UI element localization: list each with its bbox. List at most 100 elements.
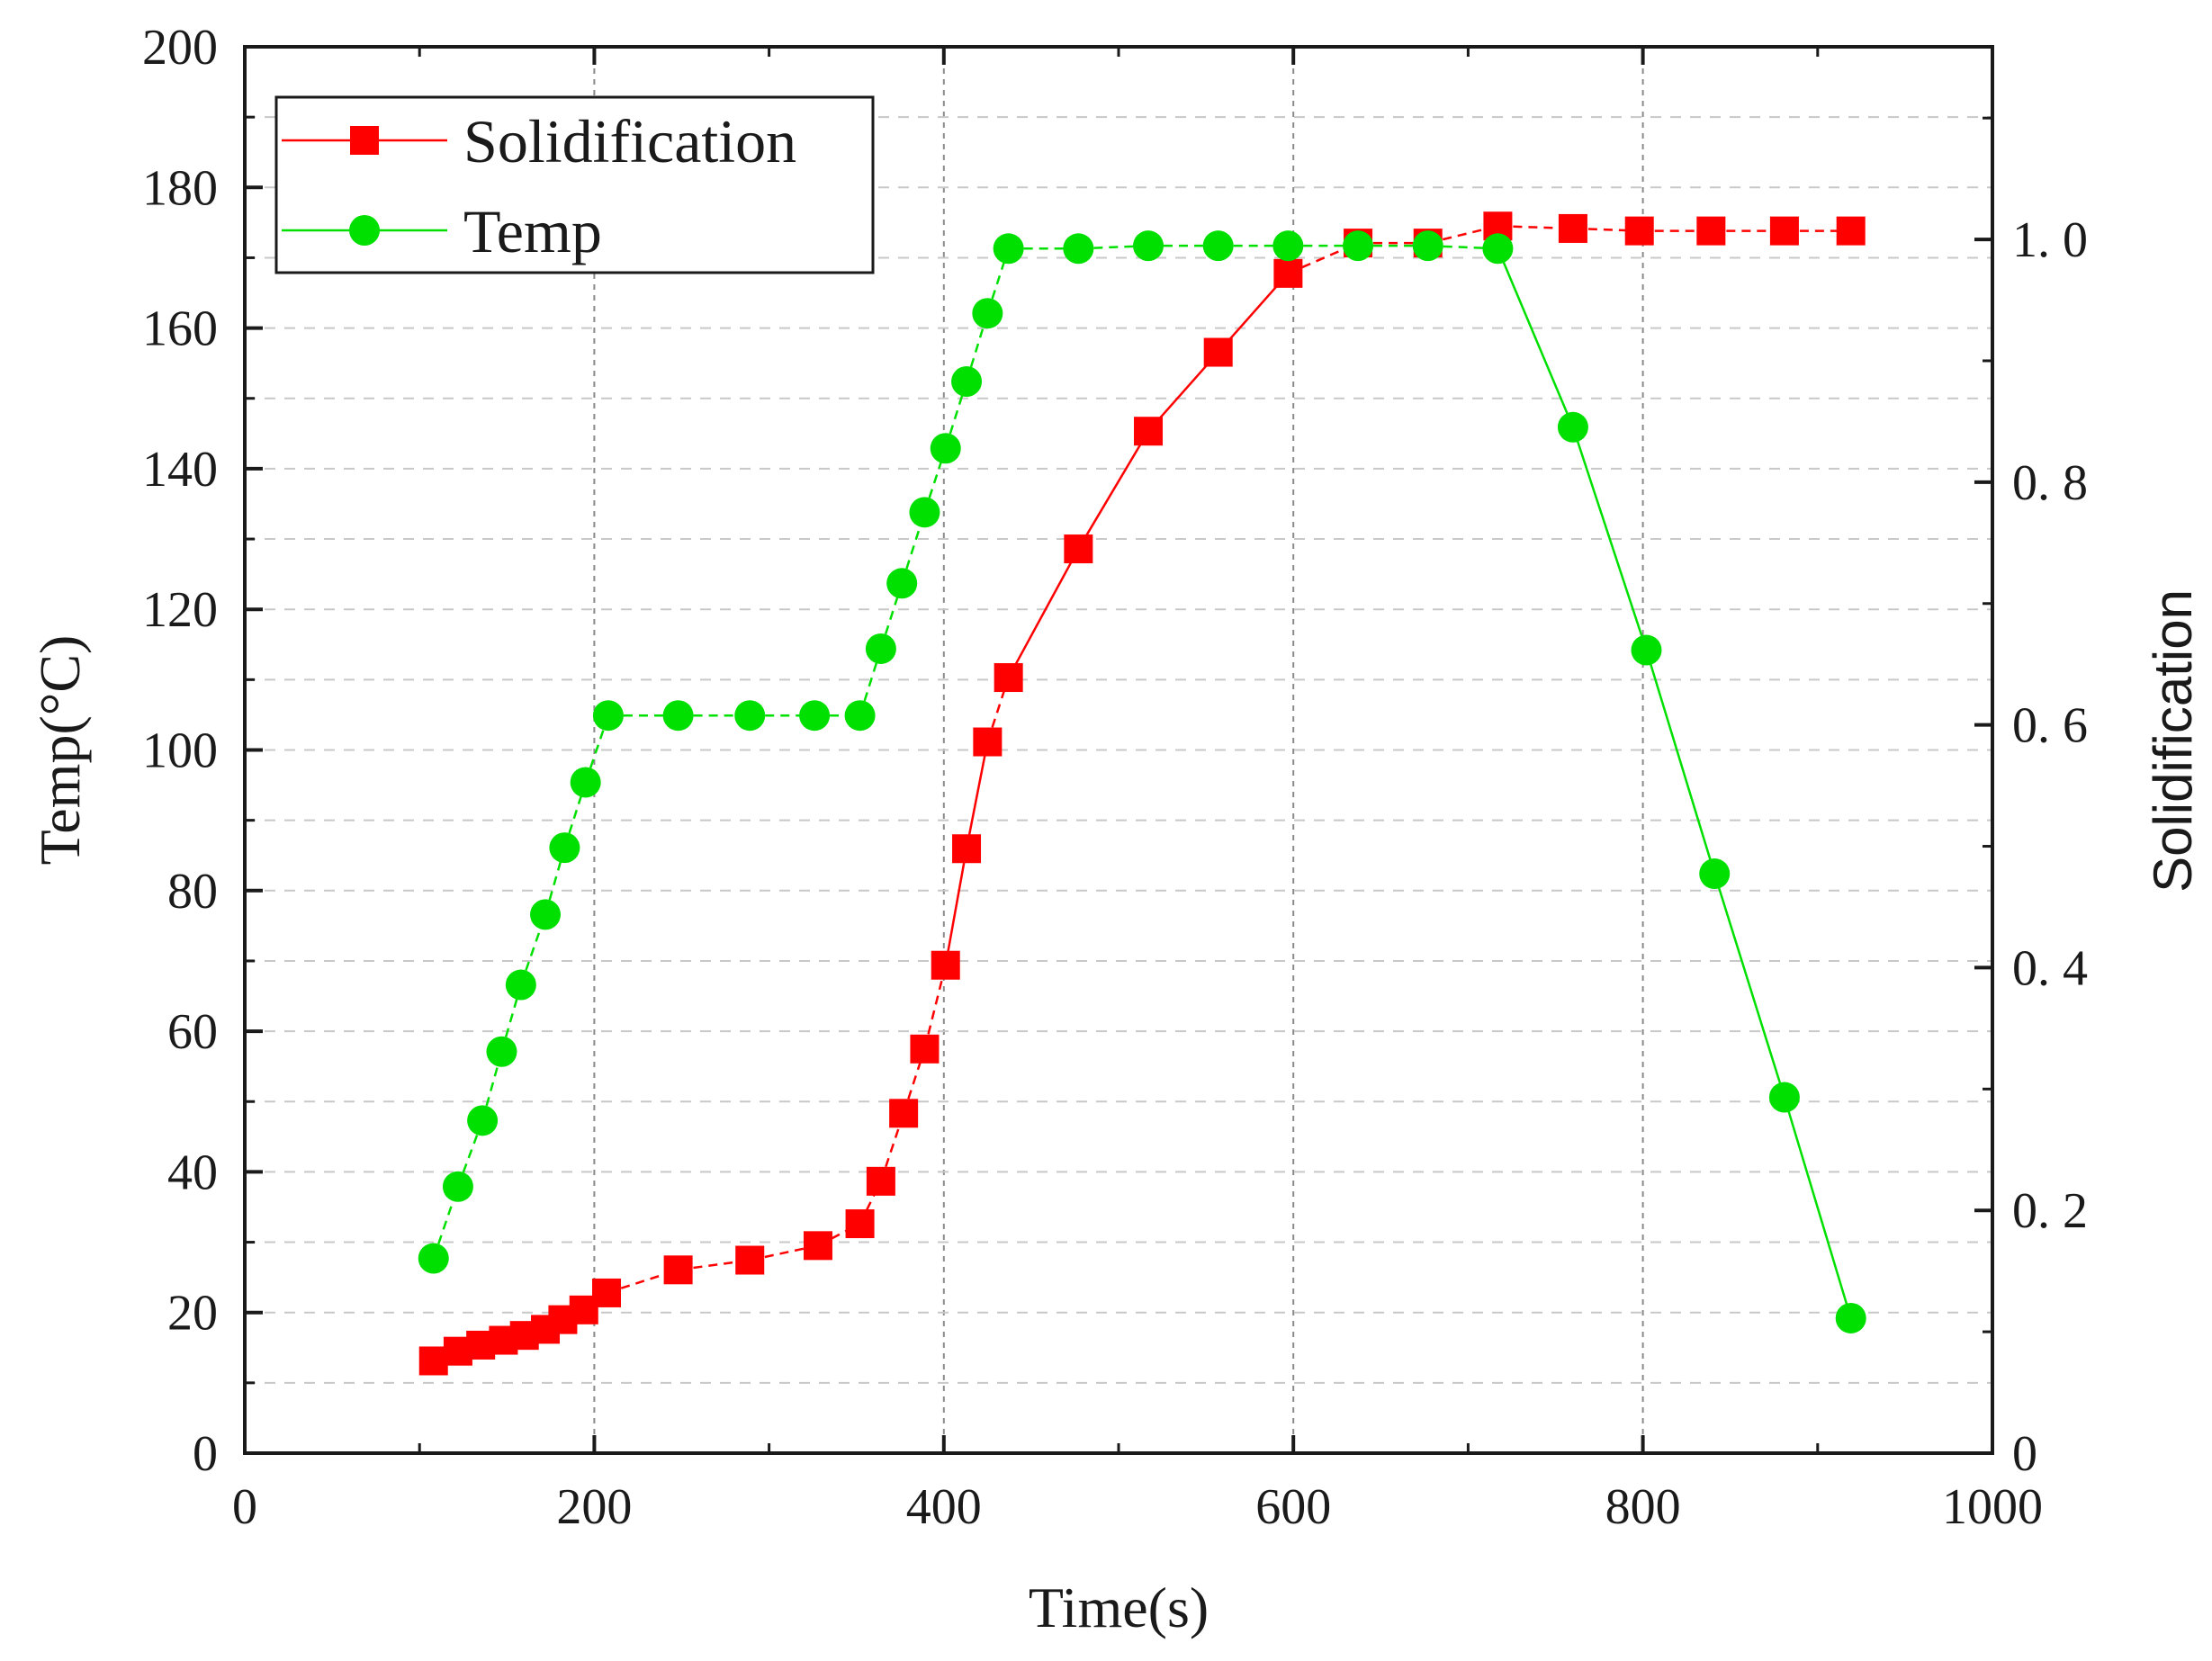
x-tick-label: 200 bbox=[556, 1479, 632, 1535]
y-tick-label: 20 bbox=[167, 1286, 218, 1342]
data-point-temp bbox=[951, 365, 983, 397]
data-point-temp bbox=[886, 568, 918, 599]
data-point-solidification bbox=[931, 950, 960, 980]
data-point-temp bbox=[1768, 1082, 1800, 1113]
data-point-temp bbox=[865, 633, 896, 664]
series-line-segment bbox=[1713, 873, 1786, 1098]
series-line-segment bbox=[1497, 247, 1575, 428]
data-point-temp bbox=[1063, 233, 1094, 265]
y-right-tick-label: 0. 2 bbox=[2012, 1183, 2088, 1239]
data-point-temp bbox=[1133, 230, 1164, 262]
data-point-temp bbox=[1412, 230, 1443, 262]
series-line-segment bbox=[965, 741, 989, 849]
y-right-tick-label: 0. 4 bbox=[2012, 940, 2088, 996]
grid-lines bbox=[245, 47, 1992, 1453]
y-tick-label: 0 bbox=[193, 1426, 218, 1482]
data-point-solidification bbox=[591, 1278, 621, 1307]
data-point-temp bbox=[1482, 233, 1514, 265]
data-point-temp bbox=[1557, 411, 1588, 443]
data-point-temp bbox=[1202, 230, 1234, 262]
series-line-segment bbox=[678, 1259, 751, 1271]
data-point-temp bbox=[570, 767, 601, 798]
data-point-solidification bbox=[866, 1166, 895, 1196]
series-line-segment bbox=[879, 1112, 905, 1182]
series-line-segment bbox=[902, 1048, 926, 1114]
series-line-segment bbox=[944, 848, 968, 965]
series-line-segment bbox=[923, 447, 947, 513]
data-point-temp bbox=[486, 1036, 517, 1067]
data-point-temp bbox=[442, 1171, 473, 1202]
series-line-segment bbox=[986, 247, 1010, 314]
x-tick-label: 600 bbox=[1255, 1479, 1331, 1535]
data-point-solidification bbox=[889, 1099, 919, 1128]
data-point-solidification bbox=[1696, 216, 1726, 246]
data-point-temp bbox=[1835, 1302, 1866, 1333]
data-point-solidification bbox=[1836, 216, 1866, 246]
data-point-temp bbox=[909, 497, 940, 528]
data-point-solidification bbox=[1624, 216, 1654, 246]
series-line-segment bbox=[1572, 227, 1640, 232]
series-line-segment bbox=[1571, 426, 1648, 651]
data-point-solidification bbox=[1134, 417, 1164, 446]
x-tick-label: 800 bbox=[1605, 1479, 1681, 1535]
axis-labels: 0 200 400 600 800 100002040608010012014016018… bbox=[28, 20, 2203, 1639]
series-line-segment bbox=[1427, 225, 1498, 245]
series-line-segment bbox=[1645, 650, 1716, 875]
data-point-temp bbox=[467, 1105, 499, 1136]
series-temp bbox=[418, 230, 1866, 1333]
series-line-segment bbox=[1077, 430, 1150, 550]
legend-marker-circle bbox=[349, 215, 380, 246]
series-line-segment bbox=[986, 677, 1010, 742]
series-line-segment bbox=[749, 1244, 819, 1261]
series-line-segment bbox=[481, 1051, 503, 1121]
x-tick-label: 1000 bbox=[1942, 1479, 2043, 1535]
series-line-segment bbox=[879, 582, 904, 650]
x-tick-label: 400 bbox=[906, 1479, 982, 1535]
data-point-temp bbox=[1343, 230, 1374, 262]
series-line-segment bbox=[563, 782, 587, 848]
legend-item-temp: Temp bbox=[282, 197, 602, 265]
series-line-segment bbox=[544, 847, 566, 915]
data-point-temp bbox=[418, 1243, 449, 1274]
y-tick-label: 100 bbox=[142, 723, 218, 779]
data-point-temp bbox=[844, 700, 876, 732]
series-line-segment bbox=[944, 381, 968, 449]
y-right-tick-label: 0. 6 bbox=[2012, 698, 2088, 754]
series-layer bbox=[418, 211, 1866, 1376]
legend-label: Temp bbox=[463, 197, 602, 265]
data-point-temp bbox=[930, 433, 961, 464]
data-point-solidification bbox=[803, 1231, 832, 1261]
y-tick-label: 160 bbox=[142, 301, 218, 357]
legend-item-solidification: Solidification bbox=[282, 107, 796, 175]
data-point-solidification bbox=[418, 1346, 448, 1376]
x-tick-label: 0 bbox=[232, 1479, 257, 1535]
y-right-axis-title: Solidification bbox=[2143, 589, 2203, 893]
data-point-solidification bbox=[735, 1245, 765, 1275]
series-line-segment bbox=[584, 714, 610, 783]
data-point-temp bbox=[1272, 230, 1304, 262]
data-point-temp bbox=[592, 700, 624, 732]
data-point-temp bbox=[993, 233, 1024, 265]
data-point-solidification bbox=[994, 663, 1023, 693]
data-point-solidification bbox=[1064, 534, 1093, 564]
series-line-segment bbox=[500, 984, 523, 1053]
series-line-segment bbox=[456, 1119, 484, 1188]
legend-label: Solidification bbox=[463, 107, 796, 175]
data-point-temp bbox=[662, 700, 694, 732]
series-line-segment bbox=[1783, 1097, 1852, 1319]
data-point-solidification bbox=[663, 1255, 693, 1285]
y-tick-label: 140 bbox=[142, 442, 218, 498]
y-tick-label: 80 bbox=[167, 864, 218, 920]
data-point-solidification bbox=[952, 834, 982, 864]
data-point-solidification bbox=[910, 1034, 940, 1064]
data-point-temp bbox=[1631, 634, 1662, 666]
data-point-temp bbox=[530, 899, 562, 930]
y-right-tick-label: 0. 8 bbox=[2012, 455, 2088, 511]
series-line-segment bbox=[1427, 244, 1498, 250]
data-point-solidification bbox=[1203, 337, 1233, 367]
data-point-solidification bbox=[1769, 216, 1799, 246]
y-tick-label: 40 bbox=[167, 1145, 218, 1200]
